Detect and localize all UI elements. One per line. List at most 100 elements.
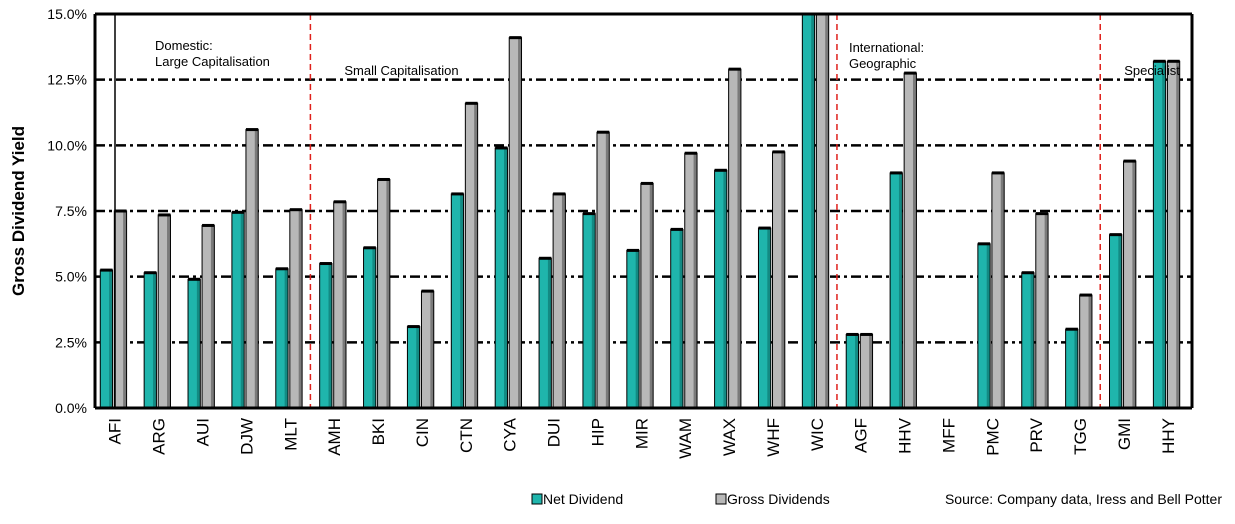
bar-side — [649, 183, 654, 408]
bar-side — [152, 272, 157, 408]
bar-side — [693, 153, 698, 408]
bar-net-amh — [319, 262, 333, 409]
bar-side — [123, 211, 127, 408]
legend-label-gross-dividends: Gross Dividends — [727, 491, 830, 507]
bar-side — [1030, 272, 1035, 408]
bar-side — [210, 225, 215, 408]
bar-net-hhv — [889, 171, 903, 409]
bar-net-bki — [363, 246, 377, 409]
y-tick-label: 2.5% — [55, 334, 87, 350]
y-tick-label: 10.0% — [47, 137, 87, 153]
x-tick-label: MLT — [281, 418, 300, 451]
bar-side — [1000, 172, 1005, 408]
x-tick-label: TGG — [1071, 418, 1090, 455]
x-tick-label: WHF — [764, 418, 783, 457]
x-tick-label: AFI — [106, 418, 125, 444]
bar-net-gmi — [1109, 233, 1123, 409]
bar-net-tgg — [1065, 327, 1079, 409]
bar-gross-aui — [201, 223, 215, 409]
bar-side — [254, 129, 259, 408]
bar-side — [986, 243, 991, 408]
bar-gross-hip — [596, 130, 610, 409]
bar-net-mir — [626, 248, 640, 409]
bar-side — [474, 103, 478, 408]
bar-gross-prv — [1035, 212, 1049, 409]
bar-side — [869, 334, 873, 408]
bar-side — [547, 258, 552, 408]
bar-side — [284, 268, 289, 408]
bar-side — [1176, 61, 1180, 408]
bar-side — [342, 201, 346, 408]
bar-side — [416, 326, 420, 408]
bar-gross-tgg — [1079, 293, 1093, 409]
x-tick-label: PMC — [983, 418, 1002, 456]
bar-gross-amh — [333, 200, 347, 409]
bar-gross-whf — [772, 150, 786, 409]
x-tick-label: MFF — [939, 418, 958, 453]
bar-net-djw — [231, 210, 245, 409]
bar-gross-ctn — [464, 101, 479, 409]
bar-gross-hhv — [903, 71, 917, 409]
bar-side — [781, 151, 785, 408]
bar-gross-mir — [640, 181, 654, 409]
bar-side — [767, 228, 771, 408]
bar-net-cin — [406, 325, 421, 409]
bar-gross-gmi — [1123, 159, 1137, 409]
bar-net-arg — [143, 271, 157, 409]
bar-gross-arg — [157, 213, 171, 409]
bar-net-cya — [494, 146, 508, 409]
x-tick-label: WIC — [808, 418, 827, 451]
y-tick-label: 15.0% — [47, 6, 87, 22]
bar-net-mlt — [275, 267, 289, 409]
bar-net-dui — [538, 256, 552, 409]
x-tick-label: AUI — [194, 418, 213, 446]
x-tick-label: HIP — [588, 418, 607, 446]
bar-gross-afi — [113, 209, 128, 409]
bar-side — [561, 193, 566, 408]
bar-net-afi — [99, 268, 114, 409]
bar-side — [1074, 329, 1078, 408]
bar-net-prv — [1021, 271, 1035, 409]
section-label: International: — [849, 40, 924, 55]
y-tick-label: 5.0% — [55, 269, 87, 285]
bar-side — [912, 73, 917, 408]
bar-side — [372, 247, 376, 408]
bar-gross-pmc — [991, 171, 1005, 409]
bar-gross-wic — [815, 12, 830, 409]
bar-gross-wax — [728, 67, 742, 409]
bar-side — [518, 37, 522, 408]
bar-net-pmc — [977, 242, 991, 409]
bar-net-whf — [757, 226, 772, 409]
bar-side — [737, 69, 741, 408]
bar-side — [898, 172, 903, 408]
legend-swatch-net-dividend — [531, 493, 543, 505]
legend-label-net-dividend: Net Dividend — [543, 491, 623, 507]
x-tick-label: MIR — [632, 418, 651, 449]
bar-side — [298, 209, 303, 408]
bar-side — [240, 212, 245, 408]
bars — [99, 12, 1181, 409]
y-axis-label: Gross Dividend Yield — [9, 126, 28, 296]
x-tick-label: BKI — [369, 418, 388, 445]
section-label: Specialist — [1124, 63, 1180, 78]
x-tick-label: PRV — [1027, 417, 1046, 452]
bar-side — [504, 147, 508, 408]
bar-side — [1044, 213, 1049, 408]
bar-side — [196, 279, 201, 408]
x-tick-label: HHV — [896, 417, 915, 454]
bar-side — [386, 179, 390, 408]
x-tick-label: DJW — [237, 418, 256, 455]
section-label: Small Capitalisation — [344, 63, 458, 78]
y-tick-label: 0.0% — [55, 400, 87, 416]
bar-side — [1162, 61, 1166, 408]
x-tick-label: HHY — [1159, 418, 1178, 454]
x-tick-label: DUI — [545, 418, 564, 447]
bar-side — [460, 193, 464, 408]
bar-side — [855, 334, 859, 408]
x-tick-label: WAX — [720, 418, 739, 456]
y-tick-label: 7.5% — [55, 203, 87, 219]
bar-side — [723, 170, 727, 408]
bar-gross-bki — [377, 177, 391, 409]
